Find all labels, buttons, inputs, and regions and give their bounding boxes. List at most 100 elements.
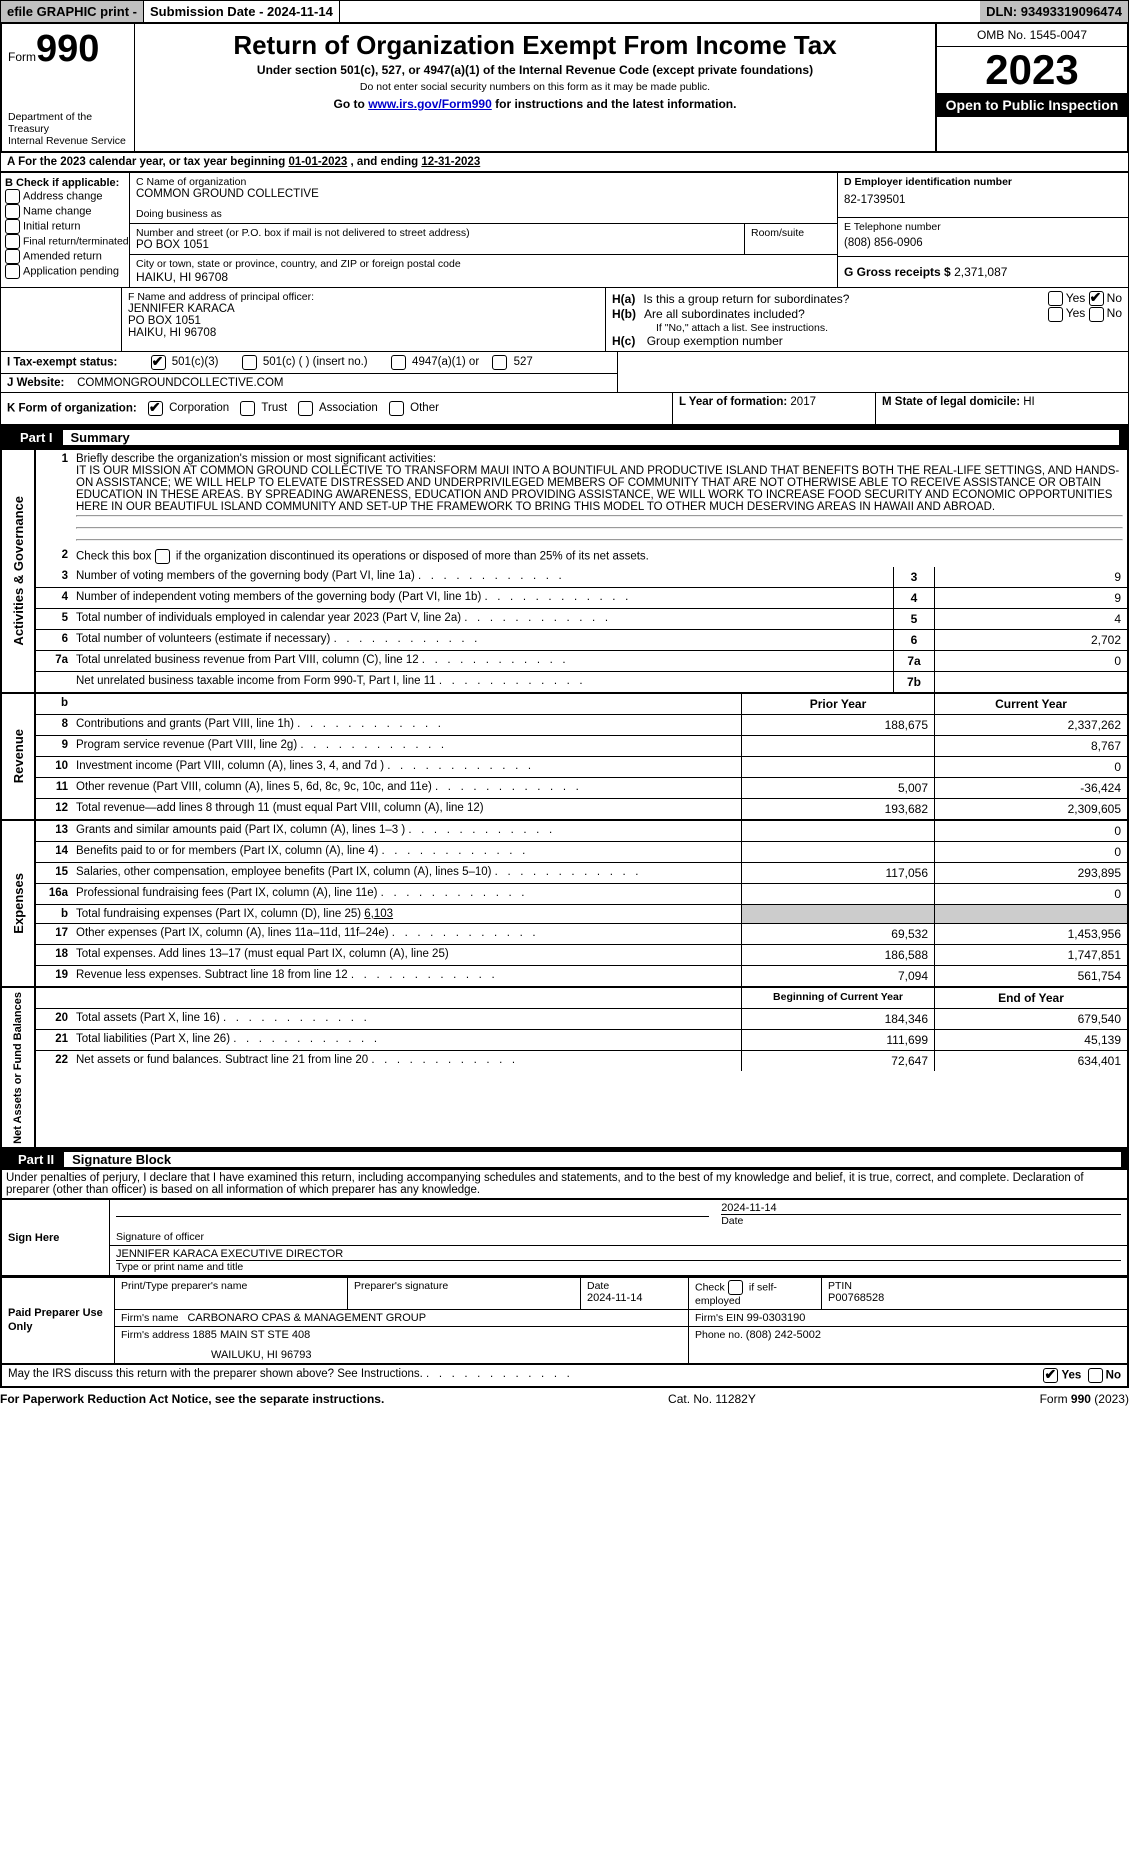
street-row: Number and street (or P.O. box if mail i… — [130, 224, 837, 255]
footer-mid: Cat. No. 11282Y — [668, 1392, 756, 1406]
chk-initial-return[interactable]: Initial return — [5, 219, 125, 234]
chk-527[interactable] — [492, 355, 507, 370]
chk-corp[interactable] — [148, 401, 163, 416]
submission-label: Submission Date - — [150, 4, 267, 19]
firm-phone-label: Phone no. — [695, 1329, 746, 1341]
expenses-section: Expenses 13Grants and similar amounts pa… — [0, 819, 1129, 986]
footer-left: For Paperwork Reduction Act Notice, see … — [0, 1392, 384, 1406]
chk-application-pending[interactable]: Application pending — [5, 264, 125, 279]
dln-value: 93493319096474 — [1021, 4, 1122, 19]
netassets-label: Net Assets or Fund Balances — [10, 988, 26, 1148]
line-a-mid: , and ending — [350, 156, 421, 168]
chk-self-employed[interactable] — [728, 1280, 743, 1295]
governance-section: Activities & Governance 1 Briefly descri… — [0, 448, 1129, 692]
hb-no-checkbox[interactable] — [1089, 307, 1104, 322]
chk-address-change[interactable]: Address change — [5, 189, 125, 204]
chk-4947[interactable] — [391, 355, 406, 370]
chk-amended-return[interactable]: Amended return — [5, 249, 125, 264]
discuss-no-checkbox[interactable] — [1088, 1368, 1103, 1383]
goto-prefix: Go to — [334, 97, 369, 111]
ptin-label: PTIN — [828, 1280, 852, 1292]
header-bar: efile GRAPHIC print - Submission Date - … — [0, 0, 1129, 23]
sign-block: Sign Here Signature of officer 2024-11-1… — [0, 1198, 1129, 1277]
dept-line1: Department of the Treasury — [8, 111, 128, 135]
room-label: Room/suite — [751, 227, 831, 239]
discuss-row: May the IRS discuss this return with the… — [0, 1365, 1129, 1388]
l3-value: 9 — [934, 567, 1127, 587]
form-title-block: Return of Organization Exempt From Incom… — [135, 24, 935, 151]
hdr-current: Current Year — [934, 694, 1127, 714]
form-title: Return of Organization Exempt From Incom… — [139, 30, 931, 61]
form-org-label: K Form of organization: — [7, 402, 137, 414]
ha-yes-checkbox[interactable] — [1048, 291, 1063, 306]
hdr-beginning: Beginning of Current Year — [741, 988, 934, 1008]
street-value: PO BOX 1051 — [136, 239, 738, 251]
ha-label: H(a) — [612, 292, 635, 306]
chk-501c[interactable] — [242, 355, 257, 370]
phone-value: (808) 856-0906 — [844, 237, 1122, 249]
part1-num: Part I — [10, 430, 63, 445]
l6-value: 2,702 — [934, 630, 1127, 650]
submission-cell: Submission Date - 2024-11-14 — [144, 1, 340, 22]
org-name-label: C Name of organization — [136, 176, 831, 188]
chk-trust[interactable] — [240, 401, 255, 416]
block-f: F Name and address of principal officer:… — [122, 288, 606, 351]
row-k: K Form of organization: Corporation Trus… — [1, 393, 672, 424]
city-label: City or town, state or province, country… — [136, 258, 831, 270]
chk-final-return[interactable]: Final return/terminated — [5, 234, 125, 249]
l4-value: 9 — [934, 588, 1127, 608]
part2-title: Signature Block — [64, 1152, 1121, 1167]
chk-name-change[interactable]: Name change — [5, 204, 125, 219]
omb-number: OMB No. 1545-0047 — [937, 24, 1127, 47]
phone-label: E Telephone number — [844, 221, 1122, 233]
firm-name-label: Firm's name — [121, 1312, 181, 1324]
firm-name: CARBONARO CPAS & MANAGEMENT GROUP — [187, 1312, 426, 1324]
ha-no-checkbox[interactable] — [1089, 291, 1104, 306]
declaration: Under penalties of perjury, I declare th… — [0, 1170, 1129, 1198]
efile-label: efile GRAPHIC print - — [1, 1, 144, 22]
dln-label: DLN: — [986, 4, 1021, 19]
phone-row: E Telephone number (808) 856-0906 — [838, 218, 1128, 257]
hb-yes-checkbox[interactable] — [1048, 307, 1063, 322]
chk-501c3[interactable] — [151, 355, 166, 370]
dln-cell: DLN: 93493319096474 — [980, 1, 1128, 22]
officer-printed: JENNIFER KARACA EXECUTIVE DIRECTOR — [116, 1248, 1121, 1261]
block-b: B Check if applicable: Address change Na… — [1, 173, 130, 287]
prep-date: 2024-11-14 — [587, 1292, 642, 1304]
governance-label: Activities & Governance — [9, 492, 28, 650]
firm-phone: (808) 242-5002 — [746, 1329, 821, 1341]
prep-date-label: Date — [587, 1280, 609, 1292]
block-h: H(a) Is this a group return for subordin… — [606, 288, 1128, 351]
row-ij-container: I Tax-exempt status: 501(c)(3) 501(c) ( … — [0, 352, 1129, 393]
block-de: D Employer identification number 82-1739… — [838, 173, 1128, 287]
chk-discontinued[interactable] — [155, 549, 170, 564]
form-link[interactable]: www.irs.gov/Form990 — [368, 97, 492, 111]
officer-addr2: HAIKU, HI 96708 — [128, 327, 599, 339]
fh-block: F Name and address of principal officer:… — [0, 288, 1129, 352]
gross-label: G Gross receipts $ — [844, 265, 954, 279]
part2-header: Part II Signature Block — [0, 1149, 1129, 1170]
dba-label: Doing business as — [136, 208, 831, 220]
l7a-value: 0 — [934, 651, 1127, 671]
firm-ein-label: Firm's EIN — [695, 1312, 747, 1324]
mission-block: Briefly describe the organization's miss… — [72, 450, 1127, 546]
gross-value: 2,371,087 — [954, 265, 1007, 279]
sig-officer-label: Signature of officer — [116, 1231, 204, 1243]
part1-title: Summary — [63, 430, 1119, 445]
chk-assoc[interactable] — [298, 401, 313, 416]
chk-other[interactable] — [389, 401, 404, 416]
block-c: C Name of organization COMMON GROUND COL… — [130, 173, 838, 287]
website-value: COMMONGROUNDCOLLECTIVE.COM — [77, 377, 283, 389]
org-name-row: C Name of organization COMMON GROUND COL… — [130, 173, 837, 224]
city-value: HAIKU, HI 96708 — [136, 270, 831, 284]
tax-year: 2023 — [937, 47, 1127, 93]
form-header: Form990 Department of the Treasury Inter… — [0, 23, 1129, 153]
ein-row: D Employer identification number 82-1739… — [838, 173, 1128, 218]
hdr-prior: Prior Year — [741, 694, 934, 714]
hb-label: H(b) — [612, 307, 636, 321]
discuss-yes-checkbox[interactable] — [1043, 1368, 1058, 1383]
public-inspection: Open to Public Inspection — [937, 93, 1127, 117]
hdr-end: End of Year — [934, 988, 1127, 1008]
form-number: 990 — [36, 28, 99, 70]
officer-name: JENNIFER KARACA — [128, 303, 599, 315]
